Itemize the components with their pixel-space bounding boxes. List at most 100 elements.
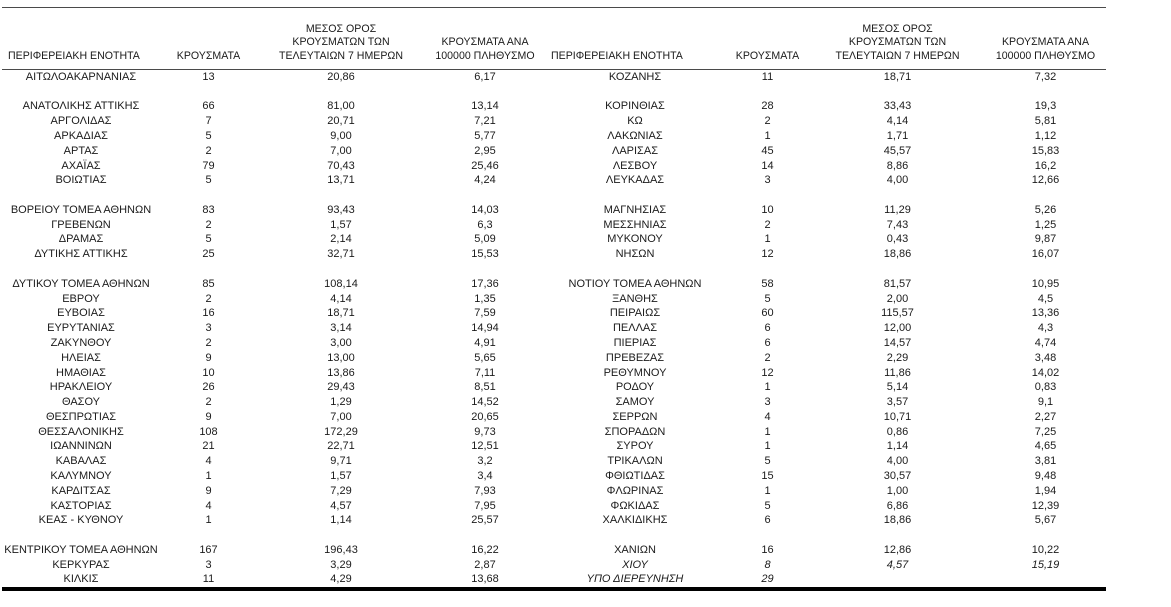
table-row: ΕΥΡΥΤΑΝΙΑΣ 3 3,14 14,94 ΠΕΛΛΑΣ 6 12,00 4,3 (2, 321, 1106, 336)
per100k-cell: 9,73 (474, 425, 496, 438)
per100k-cell: 20,65 (471, 410, 499, 423)
regional-cases-table: ΠΕΡΙΦΕΡΕΙΑΚΗ ΕΝΟΤΗΤΑ ΚΡΟΥΣΜΑΤΑ ΜΕΣΟΣ ΟΡΟ… (2, 7, 1106, 592)
avg7-cell (257, 188, 425, 203)
per100k-cell: 6,3 (477, 218, 493, 231)
per100k-cell: 3,4 (477, 469, 493, 482)
table-row: ΙΩΑΝΝΙΝΩΝ 21 22,71 12,51 ΣΥΡΟΥ 1 1,14 4,65 (2, 440, 1106, 455)
avg7-cell: 1,00 (886, 484, 909, 497)
header-per100k-left: ΚΡΟΥΣΜΑΤΑ ΑΝΑ 100000 ΠΛΗΘΥΣΜΟ (425, 7, 545, 70)
per100k-cell (985, 85, 1106, 100)
avg7-cell: 6,86 (886, 499, 909, 512)
per100k-cell: 4,91 (474, 336, 496, 349)
avg7-cell: 4,57 (330, 499, 352, 512)
per100k-cell: 5,26 (1034, 203, 1057, 216)
header-cases-right: ΚΡΟΥΣΜΑΤΑ (725, 7, 810, 70)
region-cell (2, 188, 160, 203)
avg7-cell: 2,29 (886, 351, 909, 364)
cases-cell: 167 (199, 543, 218, 556)
region-cell: ΚΟΡΙΝΘΙΑΣ (605, 100, 665, 113)
header-region-left: ΠΕΡΙΦΕΡΕΙΑΚΗ ΕΝΟΤΗΤΑ (2, 7, 160, 70)
avg7-cell: 81,00 (327, 100, 355, 113)
header-cases-right-label: ΚΡΟΥΣΜΑΤΑ (735, 50, 800, 63)
cases-cell (725, 85, 810, 100)
header-avg7-right: ΜΕΣΟΣ ΟΡΟΣ ΚΡΟΥΣΜΑΤΩΝ ΤΩΝ ΤΕΛΕΥΤΑΙΩΝ 7 Η… (810, 7, 985, 70)
region-cell: ΑΙΤΩΛΟΑΚΑΡΝΑΝΙΑΣ (25, 70, 137, 83)
cases-cell: 5 (205, 233, 212, 246)
header-cases-left: ΚΡΟΥΣΜΑΤΑ (160, 7, 257, 70)
avg7-cell (257, 85, 425, 100)
per100k-cell: 7,93 (474, 484, 496, 497)
per100k-cell: 19,3 (1034, 100, 1057, 113)
table-row: ΚΑΒΑΛΑΣ 4 9,71 3,2 ΤΡΙΚΑΛΩΝ 5 4,00 3,81 (2, 454, 1106, 469)
per100k-cell: 9,48 (1034, 469, 1057, 482)
region-cell: ΒΟΙΩΤΙΑΣ (55, 174, 107, 187)
avg7-cell: 4,14 (330, 292, 352, 305)
per100k-cell: 4,65 (1034, 440, 1057, 453)
avg7-cell: 2,00 (886, 292, 909, 305)
region-cell: ΛΑΚΩΝΙΑΣ (607, 130, 663, 143)
region-cell: ΝΗΣΩΝ (615, 248, 655, 261)
table-row: ΚΕΡΚΥΡΑΣ 3 3,29 2,87 ΧΙΟΥ 8 4,57 15,19 (2, 558, 1106, 573)
avg7-cell: 7,00 (330, 410, 352, 423)
cases-cell (725, 262, 810, 277)
cases-cell: 66 (202, 100, 215, 113)
per100k-cell: 16,07 (1031, 248, 1060, 261)
cases-cell: 4 (764, 410, 771, 423)
region-cell: ΘΕΣΠΡΩΤΙΑΣ (45, 410, 117, 423)
region-cell: ΔΥΤΙΚΗΣ ΑΤΤΙΚΗΣ (34, 248, 128, 261)
table-row: ΚΕΝΤΡΙΚΟΥ ΤΟΜΕΑ ΑΘΗΝΩΝ 167 196,43 16,22 ΧΑΝΙ… (2, 543, 1106, 558)
header-per100k-right-label: ΚΡΟΥΣΜΑΤΑ ΑΝΑ 100000 ΠΛΗΘΥΣΜΟ (995, 36, 1096, 63)
header-cases-left-label: ΚΡΟΥΣΜΑΤΑ (176, 50, 241, 63)
avg7-cell: 3,29 (330, 558, 352, 571)
avg7-cell (810, 262, 985, 277)
avg7-cell: 13,71 (327, 174, 355, 187)
region-cell: ΜΕΣΣΗΝΙΑΣ (603, 218, 667, 231)
table-row: ΕΥΒΟΙΑΣ 16 18,71 7,59 ΠΕΙΡΑΙΩΣ 60 115,57 13,36 (2, 307, 1106, 322)
cases-cell: 1 (764, 425, 771, 438)
table-row (2, 188, 1106, 203)
region-cell: ΦΛΩΡΙΝΑΣ (606, 484, 664, 497)
per100k-cell: 5,67 (1034, 514, 1057, 527)
cases-cell: 58 (761, 277, 774, 290)
region-cell: ΑΡΚΑΔΙΑΣ (54, 130, 108, 143)
header-region-right: ΠΕΡΙΦΕΡΕΙΑΚΗ ΕΝΟΤΗΤΑ (545, 7, 725, 70)
per100k-cell: 10,22 (1031, 543, 1060, 556)
avg7-cell: 18,71 (883, 70, 912, 83)
header-avg7-left: ΜΕΣΟΣ ΟΡΟΣ ΚΡΟΥΣΜΑΤΩΝ ΤΩΝ ΤΕΛΕΥΤΑΙΩΝ 7 Η… (257, 7, 425, 70)
region-cell: ΙΩΑΝΝΙΝΩΝ (50, 440, 112, 453)
cases-cell (160, 85, 257, 100)
region-cell: ΚΕΝΤΡΙΚΟΥ ΤΟΜΕΑ ΑΘΗΝΩΝ (4, 543, 158, 556)
per100k-cell: 7,32 (1034, 70, 1057, 83)
cases-cell (160, 528, 257, 543)
per100k-cell: 3,81 (1034, 455, 1057, 468)
region-cell: ΑΡΤΑΣ (63, 144, 99, 157)
avg7-cell: 172,29 (324, 425, 358, 438)
table-row: ΘΕΣΣΑΛΟΝΙΚΗΣ 108 172,29 9,73 ΣΠΟΡΑΔΩΝ 1 0,86 7,… (2, 425, 1106, 440)
region-cell: ΚΩ (627, 115, 643, 128)
table-row: ΗΜΑΘΙΑΣ 10 13,86 7,11 ΡΕΘΥΜΝΟΥ 12 11,86 14,02 (2, 366, 1106, 381)
per100k-cell: 1,25 (1034, 218, 1057, 231)
cases-cell: 5 (764, 455, 771, 468)
table-row: ΑΡΚΑΔΙΑΣ 5 9,00 5,77 ΛΑΚΩΝΙΑΣ 1 1,71 1,12 (2, 129, 1106, 144)
per100k-cell: 17,36 (471, 277, 499, 290)
region-cell (545, 85, 725, 100)
region-cell: ΚΕΑΣ - ΚΥΘΝΟΥ (38, 514, 124, 527)
table-row: ΖΑΚΥΝΘΟΥ 2 3,00 4,91 ΠΙΕΡΙΑΣ 6 14,57 4,74 (2, 336, 1106, 351)
header-avg7-left-label: ΜΕΣΟΣ ΟΡΟΣ ΚΡΟΥΣΜΑΤΩΝ ΤΩΝ ΤΕΛΕΥΤΑΙΩΝ 7 Η… (279, 22, 403, 63)
header-region-left-label: ΠΕΡΙΦΕΡΕΙΑΚΗ ΕΝΟΤΗΤΑ (8, 50, 140, 63)
region-cell: ΛΑΡΙΣΑΣ (611, 144, 658, 157)
per100k-cell: 16,2 (1034, 159, 1057, 172)
per100k-cell: 2,87 (474, 558, 496, 571)
region-cell: ΠΡΕΒΕΖΑΣ (605, 351, 665, 364)
cases-cell: 25 (202, 248, 215, 261)
cases-cell: 6 (764, 322, 771, 335)
cases-cell: 16 (202, 307, 215, 320)
per100k-cell: 4,74 (1034, 336, 1057, 349)
avg7-cell: 22,71 (327, 440, 355, 453)
per100k-cell: 10,95 (1031, 277, 1060, 290)
per100k-cell: 9,87 (1034, 233, 1057, 246)
per100k-cell: 5,65 (474, 351, 496, 364)
avg7-cell: 33,43 (883, 100, 912, 113)
per100k-cell: 14,03 (471, 203, 499, 216)
avg7-cell: 3,14 (330, 322, 352, 335)
